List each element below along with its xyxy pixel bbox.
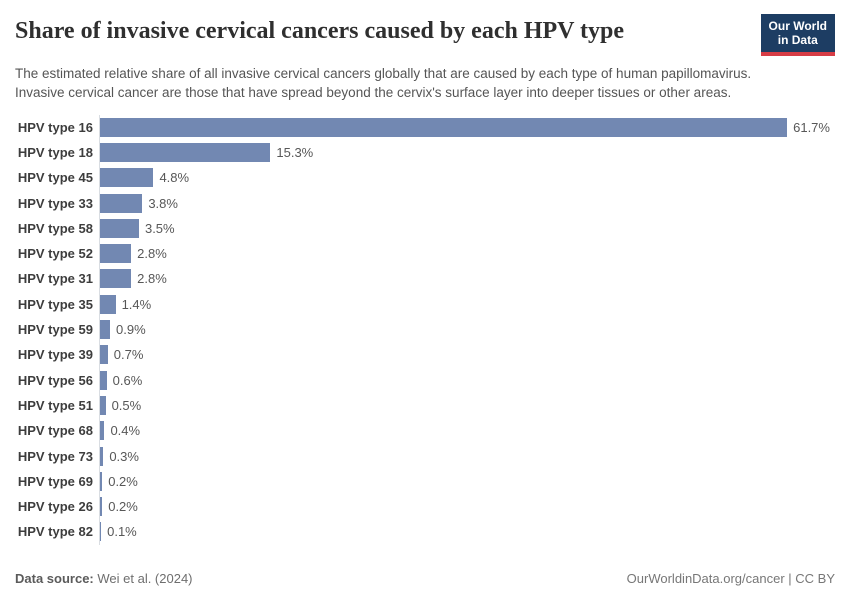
bar[interactable] <box>100 193 143 213</box>
value-label: 3.8% <box>148 195 178 211</box>
value-label: 2.8% <box>137 246 167 262</box>
bar[interactable] <box>100 421 105 441</box>
bar-row: HPV type 82 0.1% <box>15 519 835 545</box>
category-label: HPV type 18 <box>17 145 93 160</box>
bar-row: HPV type 35 1.4% <box>15 291 835 317</box>
value-label: 2.8% <box>137 271 167 287</box>
bar-track: 3.5% <box>99 215 835 242</box>
bar-rows: HPV type 16 61.7% HPV type 18 15.3% HPV type… <box>15 114 835 545</box>
bar-row: HPV type 31 2.8% <box>15 266 835 292</box>
value-label: 61.7% <box>793 119 830 135</box>
category-label: HPV type 58 <box>17 220 93 236</box>
bar-row: HPV type 59 0.9% <box>15 316 835 343</box>
bar-row: HPV type 51 0.5% <box>15 392 835 419</box>
bar-track: 0.6% <box>99 367 835 393</box>
header: Share of invasive cervical cancers cause… <box>15 14 835 56</box>
category-label: HPV type 73 <box>17 448 93 464</box>
chart-subtitle: The estimated relative share of all inva… <box>15 65 752 100</box>
bar-track: 0.1% <box>99 519 835 545</box>
value-label: 0.1% <box>107 524 137 540</box>
category-label: HPV type 45 <box>17 170 93 186</box>
bar-row: HPV type 56 0.6% <box>15 367 835 393</box>
bar-track: 0.2% <box>99 468 835 495</box>
value-label: 0.4% <box>110 423 141 439</box>
category-label: HPV type 69 <box>17 473 93 489</box>
data-source-label: Data source: <box>15 571 94 586</box>
bar-row: HPV type 16 61.7% <box>15 114 835 140</box>
data-source-value: Wei et al. (2024) <box>97 571 193 586</box>
value-label: 0.9% <box>116 322 146 338</box>
bar[interactable] <box>100 269 132 289</box>
category-label: HPV type 26 <box>17 499 93 515</box>
bar[interactable] <box>100 117 788 137</box>
bar-track: 3.8% <box>99 190 835 216</box>
category-label: HPV type 16 <box>17 119 93 135</box>
bar-track: 15.3% <box>99 139 835 166</box>
bar[interactable] <box>100 218 139 238</box>
bar-row: HPV type 52 2.8% <box>15 241 835 267</box>
value-label: 4.8% <box>159 170 190 186</box>
bar-row: HPV type 69 0.2% <box>15 468 835 495</box>
owid-url-link[interactable]: OurWorldinData.org/cancer | CC BY <box>626 571 835 586</box>
value-label: 3.5% <box>144 220 175 236</box>
value-label: 0.6% <box>112 372 143 388</box>
category-label: HPV type 31 <box>17 271 93 287</box>
value-label: 0.2% <box>108 473 138 489</box>
footer: Data source: Wei et al. (2024) OurWorldi… <box>15 571 835 586</box>
bar[interactable] <box>100 446 104 466</box>
bar-track: 0.7% <box>99 342 835 368</box>
bar-track: 4.8% <box>99 165 835 191</box>
value-label: 0.3% <box>109 448 139 464</box>
bar[interactable] <box>100 244 132 264</box>
bar[interactable] <box>100 345 108 365</box>
bar-row: HPV type 68 0.4% <box>15 418 835 444</box>
category-label: HPV type 35 <box>17 296 93 312</box>
bar[interactable] <box>100 370 107 390</box>
chart-title: Share of invasive cervical cancers cause… <box>15 18 625 44</box>
owid-logo-line1: Our World <box>768 19 827 33</box>
bar-track: 0.3% <box>99 443 835 469</box>
owid-logo-line2: in Data <box>777 33 818 48</box>
bar[interactable] <box>100 497 103 517</box>
bar-track: 0.9% <box>99 316 835 343</box>
bar-track: 2.8% <box>99 241 835 267</box>
bar[interactable] <box>100 294 116 314</box>
value-label: 0.5% <box>111 397 142 413</box>
bar-track: 61.7% <box>99 114 835 140</box>
bar-row: HPV type 58 3.5% <box>15 215 835 242</box>
category-label: HPV type 33 <box>17 195 93 211</box>
category-label: HPV type 52 <box>17 246 93 262</box>
value-label: 1.4% <box>121 296 152 312</box>
bar-track: 2.8% <box>99 266 835 292</box>
bar[interactable] <box>100 168 154 188</box>
category-label: HPV type 51 <box>17 397 93 413</box>
category-label: HPV type 39 <box>17 347 93 363</box>
bar[interactable] <box>100 320 111 340</box>
bar-track: 0.2% <box>99 494 835 520</box>
bar-row: HPV type 26 0.2% <box>15 494 835 520</box>
bar[interactable] <box>100 143 271 162</box>
bar-track: 1.4% <box>99 291 835 317</box>
bar-chart: HPV type 16 61.7% HPV type 18 15.3% HPV type… <box>15 114 835 545</box>
bar-track: 0.4% <box>99 418 835 444</box>
owid-logo: Our World in Data <box>760 14 835 56</box>
category-label: HPV type 68 <box>17 423 93 439</box>
bar[interactable] <box>100 522 102 542</box>
value-label: 0.7% <box>113 347 144 363</box>
bar-row: HPV type 73 0.3% <box>15 443 835 469</box>
bar-row: HPV type 33 3.8% <box>15 190 835 216</box>
category-label: HPV type 56 <box>17 372 93 388</box>
category-label: HPV type 82 <box>17 524 93 540</box>
bar-track: 0.5% <box>99 392 835 419</box>
category-label: HPV type 59 <box>17 322 93 338</box>
bar[interactable] <box>100 395 106 415</box>
bar[interactable] <box>100 471 103 491</box>
bar-row: HPV type 18 15.3% <box>15 139 835 166</box>
data-source: Data source: Wei et al. (2024) <box>15 571 193 586</box>
value-label: 15.3% <box>276 145 314 160</box>
bar-row: HPV type 39 0.7% <box>15 342 835 368</box>
bar-row: HPV type 45 4.8% <box>15 165 835 191</box>
value-label: 0.2% <box>108 499 138 515</box>
